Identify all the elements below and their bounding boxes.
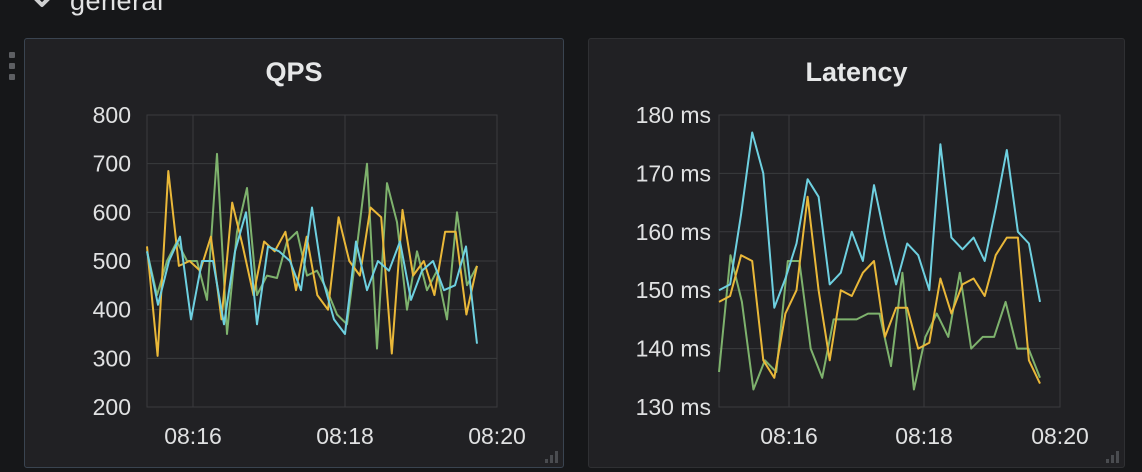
panel-title[interactable]: QPS [265, 57, 323, 87]
chevron-down-icon[interactable] [28, 0, 56, 15]
y-tick-label: 500 [93, 248, 131, 274]
y-tick-label: 200 [93, 394, 131, 420]
y-tick-label: 180 ms [636, 102, 711, 128]
x-tick-label: 08:16 [164, 423, 222, 449]
resize-handle-icon[interactable] [1102, 451, 1120, 463]
y-tick-label: 400 [93, 297, 131, 323]
chart-qps: 200 300 400 500 600 700 800 08:16 08:18 08:20 [93, 102, 526, 449]
y-tick-label: 700 [93, 151, 131, 177]
row-title[interactable]: general [70, 0, 164, 16]
y-tick-label: 300 [93, 345, 131, 371]
panel-title[interactable]: Latency [805, 57, 908, 87]
chart-latency: 130 ms 140 ms 150 ms 160 ms 170 ms 180 ms 08:1… [636, 102, 1089, 449]
series-line-2[interactable] [146, 206, 478, 344]
panel-latency[interactable]: Latency 130 ms 140 ms 150 ms 160 ms 170 ms 18… [588, 38, 1125, 468]
resize-handle-icon[interactable] [541, 451, 559, 463]
x-tick-label: 08:18 [895, 423, 953, 449]
panel-qps[interactable]: QPS 200 300 400 500 600 700 800 08:16 08:18 08:20 [24, 38, 564, 468]
plot-area: 130 ms 140 ms 150 ms 160 ms 170 ms 180 ms 08:1… [636, 102, 1089, 449]
x-tick-label: 08:20 [1031, 423, 1089, 449]
y-tick-label: 150 ms [636, 277, 711, 303]
series-line-0[interactable] [146, 152, 478, 350]
series-line-1[interactable] [718, 195, 1041, 385]
y-tick-label: 170 ms [636, 160, 711, 186]
row-header[interactable]: general [28, 0, 164, 16]
y-tick-label: 130 ms [636, 394, 711, 420]
x-tick-label: 08:20 [468, 423, 526, 449]
drag-handle-icon[interactable] [8, 50, 16, 82]
plot-area: 200 300 400 500 600 700 800 08:16 08:18 08:20 [93, 102, 526, 449]
y-tick-label: 160 ms [636, 219, 711, 245]
x-tick-label: 08:16 [760, 423, 818, 449]
series-line-1[interactable] [146, 170, 478, 357]
series-line-0[interactable] [718, 254, 1041, 391]
x-tick-label: 08:18 [316, 423, 374, 449]
y-tick-label: 600 [93, 199, 131, 225]
y-tick-label: 140 ms [636, 336, 711, 362]
series-line-2[interactable] [718, 131, 1041, 309]
y-tick-label: 800 [93, 102, 131, 128]
